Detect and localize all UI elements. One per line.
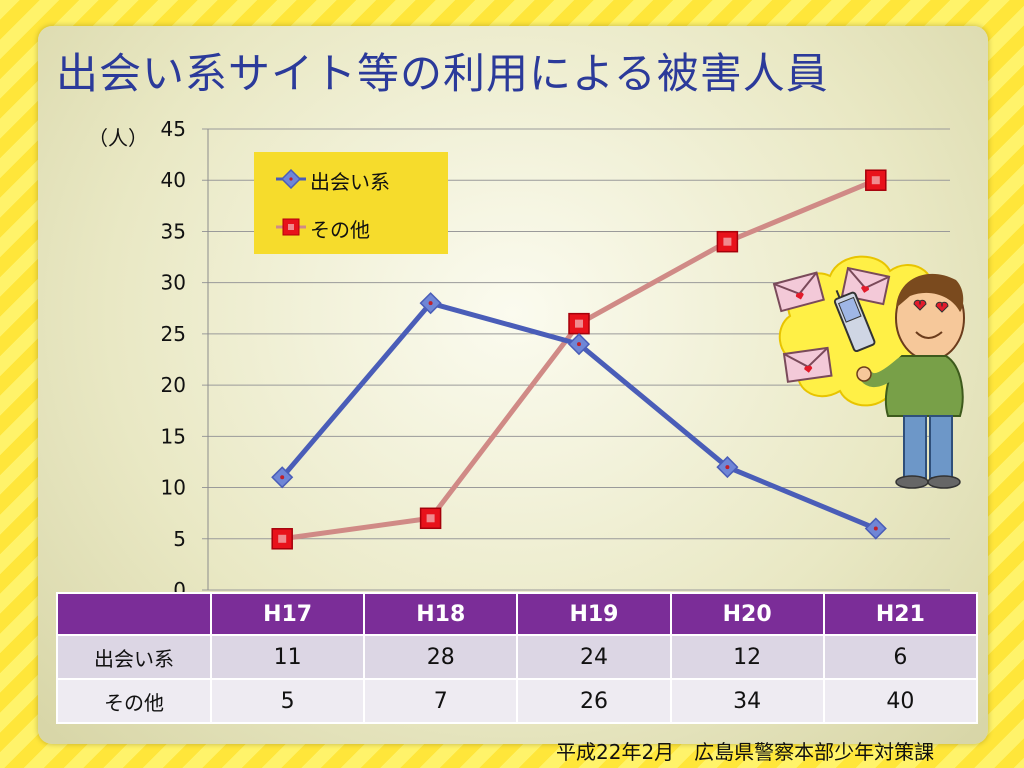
y-tick-label: 40 <box>161 168 186 192</box>
y-axis-unit-label: （人） <box>88 126 148 150</box>
y-tick-label: 5 <box>173 527 186 551</box>
table-row-label: その他 <box>56 678 212 724</box>
table-cell: 12 <box>669 634 825 680</box>
table-cell: 7 <box>363 678 519 724</box>
table-header-cell: H17 <box>209 592 366 636</box>
data-point-diamond-center <box>577 342 581 347</box>
data-point-square-highlight <box>871 176 880 185</box>
table-header-cell: H20 <box>669 592 825 636</box>
table-row-label: 出会い系 <box>56 634 212 680</box>
table-row: その他 5 7 26 34 40 <box>56 678 979 724</box>
table-header-cell: H19 <box>516 592 672 636</box>
table-row: 出会い系 11 28 24 12 6 <box>56 634 979 680</box>
table-cell: 5 <box>209 678 366 724</box>
data-point-square-highlight <box>575 319 583 328</box>
y-tick-label: 35 <box>161 219 186 243</box>
legend-item-series2: その他 <box>276 214 446 242</box>
slide-title: 出会い系サイト等の利用による被害人員 <box>56 49 829 98</box>
man-with-phone-and-love-letters-icon <box>772 255 965 489</box>
table-cell: 24 <box>516 634 672 680</box>
y-tick-label: 25 <box>161 322 186 346</box>
source-footnote: 平成22年2月 広島県警察本部少年対策課 <box>556 740 935 764</box>
y-tick-label: 15 <box>161 424 186 448</box>
y-tick-label: 45 <box>161 117 186 141</box>
table-cell: 26 <box>516 678 672 724</box>
y-tick-label: 20 <box>161 373 186 397</box>
legend-label-series2: その他 <box>310 218 370 242</box>
y-tick-label: 30 <box>161 271 186 295</box>
data-point-diamond-center <box>428 301 433 306</box>
table-cell: 11 <box>209 634 366 680</box>
chart-markers <box>271 169 887 550</box>
data-point-square-highlight <box>723 237 732 246</box>
table-header-cell: H18 <box>363 592 519 636</box>
data-point-diamond-center <box>873 526 878 531</box>
legend-label-series1: 出会い系 <box>310 170 390 194</box>
chart-legend: 出会い系 その他 <box>254 152 448 254</box>
table-cell: 28 <box>363 634 519 680</box>
legend-item-series1: 出会い系 <box>276 166 446 194</box>
legend-square-marker-icon <box>276 218 306 236</box>
table-cell: 40 <box>822 678 979 724</box>
table-corner-cell <box>56 592 212 636</box>
data-point-diamond-center <box>280 475 285 480</box>
data-point-square-highlight <box>426 514 435 523</box>
legend-diamond-marker-icon <box>276 169 306 189</box>
table-header-cell: H21 <box>822 592 979 636</box>
table-cell: 34 <box>669 678 825 724</box>
table-cell: 6 <box>822 634 979 680</box>
y-tick-label: 10 <box>161 476 186 500</box>
data-point-square-highlight <box>278 534 287 543</box>
table-header-row: H17 H18 H19 H20 H21 <box>56 592 979 636</box>
data-table: H17 H18 H19 H20 H21 出会い系 11 28 24 12 6 そ… <box>56 592 979 724</box>
data-point-diamond-center <box>725 465 730 470</box>
